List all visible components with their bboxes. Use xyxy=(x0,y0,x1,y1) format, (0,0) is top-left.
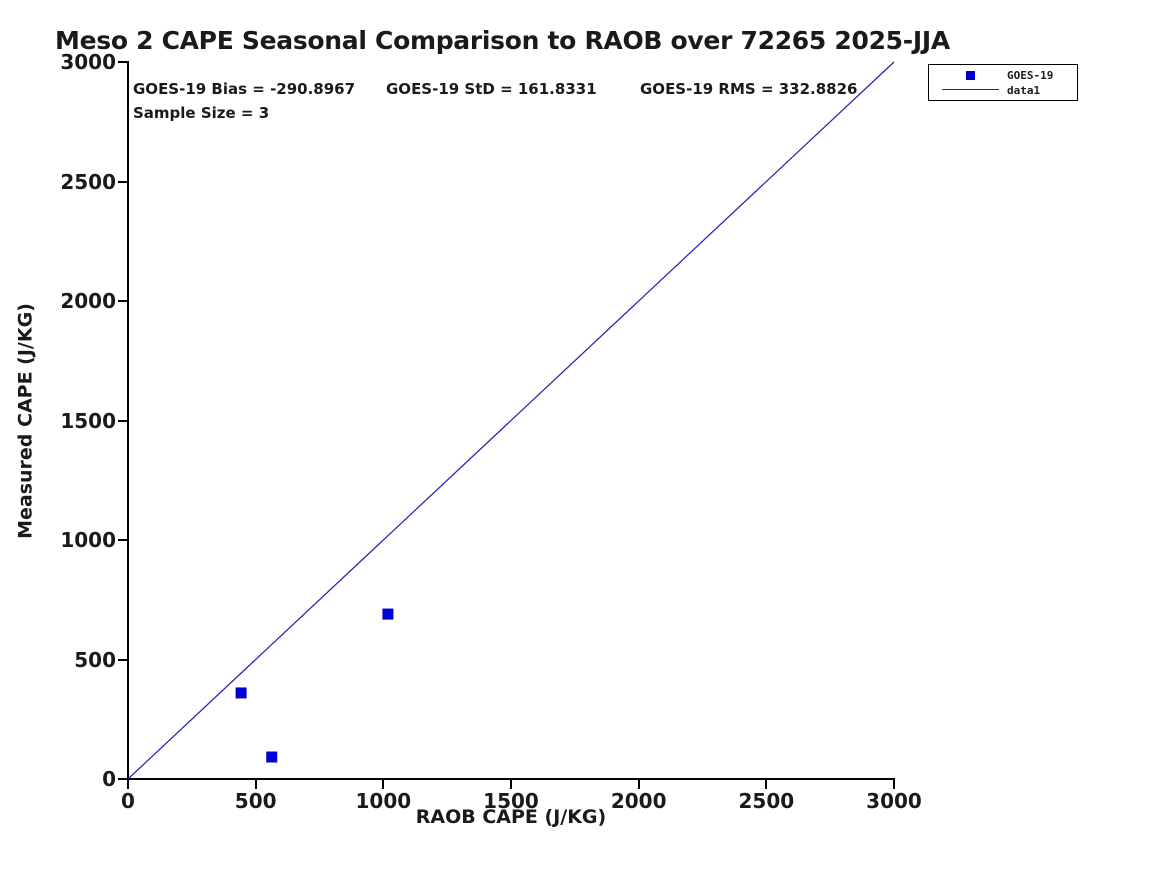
y-tick-label: 2500 xyxy=(60,169,116,194)
x-tick-label: 3000 xyxy=(866,789,922,813)
y-axis-label: Measured CAPE (J/KG) xyxy=(14,303,37,539)
plot-area xyxy=(127,61,895,780)
legend-label-data1: data1 xyxy=(1007,84,1041,97)
x-tick-label: 2500 xyxy=(738,789,795,813)
x-tick xyxy=(510,780,512,789)
data-point-marker xyxy=(266,751,278,763)
y-tick-label: 0 xyxy=(102,767,116,791)
y-tick-label: 3000 xyxy=(60,50,116,74)
x-tick xyxy=(127,780,129,789)
data-point-marker xyxy=(382,608,394,620)
y-tick-label: 1500 xyxy=(60,408,116,433)
x-tick xyxy=(382,780,385,789)
annotation-sample-size: Sample Size = 3 xyxy=(133,104,270,122)
plot-canvas xyxy=(127,61,895,780)
x-tick-label: 1500 xyxy=(483,789,539,813)
y-axis-spine xyxy=(127,61,129,780)
x-tick xyxy=(765,780,768,789)
legend-label-goes-19: GOES-19 xyxy=(1007,69,1054,82)
legend-marker-swatch-icon xyxy=(966,71,975,80)
x-tick-label: 2000 xyxy=(610,789,667,813)
annotation-rms: GOES-19 RMS = 332.8826 xyxy=(640,80,858,98)
data-point-marker xyxy=(235,687,247,699)
y-tick xyxy=(118,300,127,302)
y-tick-label: 1000 xyxy=(60,528,116,552)
x-axis-spine xyxy=(127,778,895,780)
legend-line-swatch-icon xyxy=(942,89,999,90)
x-tick xyxy=(637,780,640,789)
reference-line xyxy=(127,61,895,780)
y-tick xyxy=(118,778,127,780)
x-tick-label: 500 xyxy=(234,789,277,813)
legend: GOES-19 data1 xyxy=(928,64,1078,101)
y-tick-label: 2000 xyxy=(60,289,116,313)
x-tick xyxy=(254,780,257,789)
annotation-std: GOES-19 StD = 161.8331 xyxy=(386,80,597,98)
annotation-bias: GOES-19 Bias = -290.8967 xyxy=(133,80,356,98)
y-tick-label: 500 xyxy=(74,647,116,672)
y-tick xyxy=(118,419,127,422)
y-tick xyxy=(118,61,127,63)
x-tick xyxy=(893,780,895,789)
page-title: Meso 2 CAPE Seasonal Comparison to RAOB … xyxy=(55,26,950,55)
y-tick xyxy=(118,180,127,183)
x-tick-label: 1000 xyxy=(355,789,412,813)
x-tick-label: 0 xyxy=(121,789,135,813)
y-tick xyxy=(118,658,127,661)
x-axis-label: RAOB CAPE (J/KG) xyxy=(415,806,607,828)
y-tick xyxy=(118,539,127,541)
